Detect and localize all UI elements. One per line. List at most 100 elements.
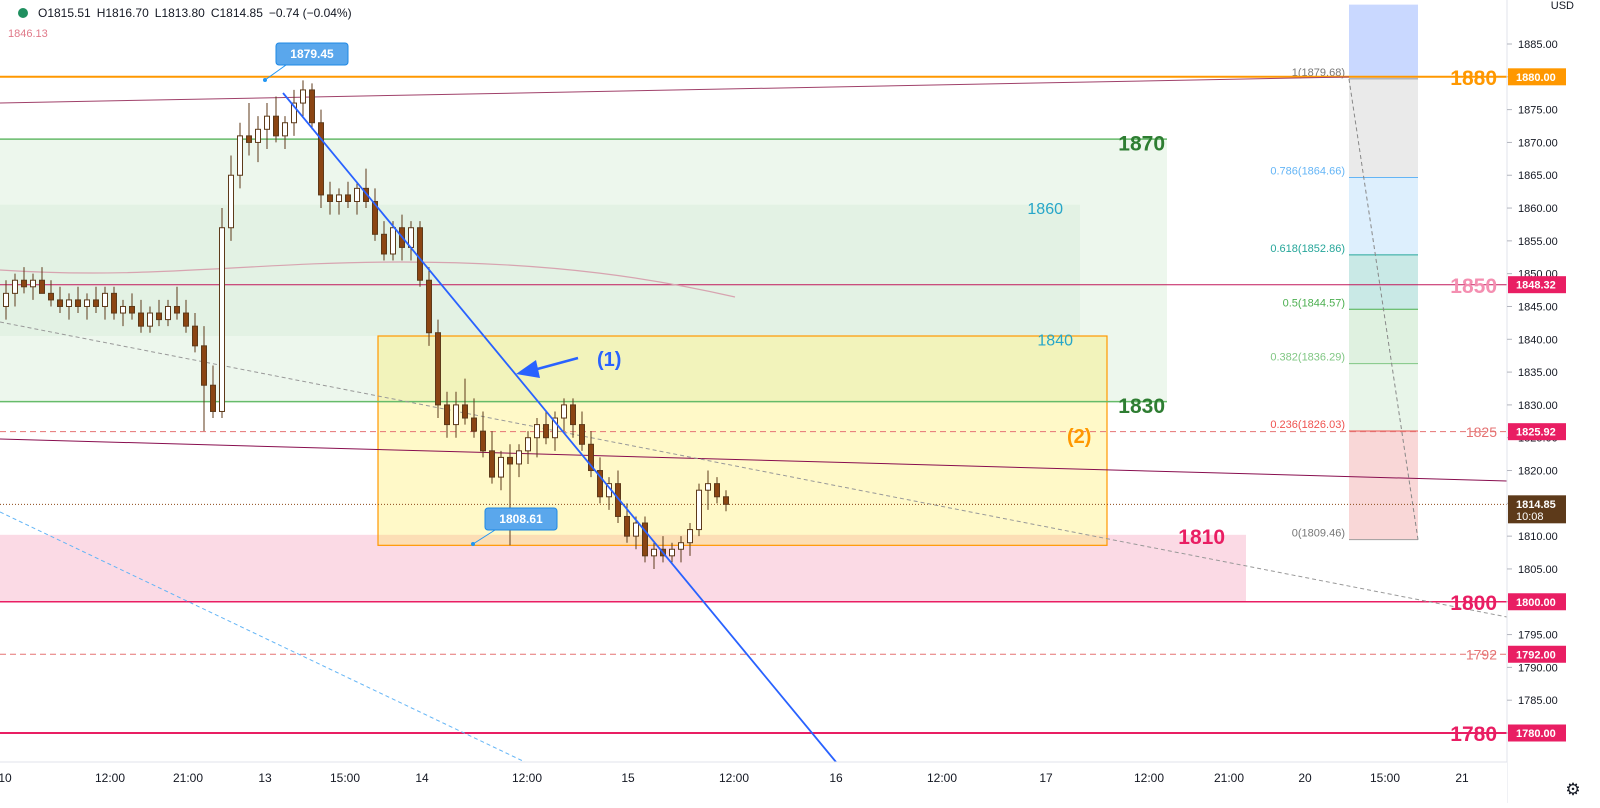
candle-body — [390, 227, 396, 255]
candle-body — [633, 522, 639, 537]
price-axis-bg — [1507, 0, 1600, 803]
candle-body — [327, 194, 333, 202]
currency-label[interactable]: USD — [1550, 0, 1574, 12]
prev-close-value: 1846.13 — [8, 28, 48, 40]
candle-body — [147, 312, 153, 327]
candle-body — [687, 529, 693, 544]
fib-zone-0 — [1349, 4, 1418, 79]
candle-body — [30, 279, 36, 288]
callout-box — [484, 507, 558, 531]
level-text-1780: 1780 — [1450, 723, 1497, 746]
candle-body — [309, 89, 315, 124]
time-tick-label: 12:00 — [927, 771, 957, 785]
low-value: L1813.80 — [154, 6, 205, 20]
level-text-1825: 1825 — [1466, 424, 1497, 440]
candle-body — [570, 404, 576, 426]
dashed-trend-grey — [0, 321, 1508, 618]
fib-zone-6 — [1349, 430, 1418, 540]
candle-body — [552, 417, 558, 439]
price-tick-label: 1830.00 — [1518, 400, 1558, 412]
close-value: C1814.85 — [210, 6, 263, 20]
candle-body — [12, 279, 18, 294]
level-text-1870: 1870 — [1118, 132, 1165, 155]
time-tick-label: 17 — [1039, 771, 1053, 785]
candle-body — [237, 135, 243, 176]
candle-body — [3, 292, 9, 307]
candle-body — [426, 279, 432, 334]
price-badge — [1508, 645, 1566, 663]
price-tick-label: 1875.00 — [1518, 105, 1558, 117]
candle-body — [354, 187, 360, 202]
level-text-1810: 1810 — [1178, 526, 1225, 549]
price-badge — [1508, 276, 1566, 294]
dashed-trend-blue — [0, 511, 526, 763]
candle-body — [498, 456, 504, 478]
fib-zone-3 — [1349, 254, 1418, 310]
time-tick-label: 12:00 — [1134, 771, 1164, 785]
price-badge — [1508, 495, 1566, 524]
price-badge — [1508, 423, 1566, 441]
candle-body — [471, 417, 477, 432]
candle-body — [138, 312, 144, 327]
price-tick-label: 1820.00 — [1518, 466, 1558, 478]
price-badge-label: 1825.92 — [1516, 427, 1556, 439]
candle-body — [120, 305, 126, 314]
price-tick-label: 1885.00 — [1518, 39, 1558, 51]
level-text-1800: 1800 — [1450, 592, 1497, 615]
candle-body — [57, 299, 63, 307]
candle-body — [363, 187, 369, 202]
high-value: H1816.70 — [96, 6, 149, 20]
candle-body — [723, 496, 729, 505]
time-tick-label: 12:00 — [95, 771, 125, 785]
fib-level-label: 0.618(1852.86) — [1270, 243, 1345, 255]
price-badge-label: 1880.00 — [1516, 72, 1556, 84]
price-tick-label: 1795.00 — [1518, 630, 1558, 642]
level-text-1880: 1880 — [1450, 67, 1497, 90]
price-badge-label: 1814.85 — [1516, 499, 1556, 511]
level-text-1830: 1830 — [1118, 395, 1165, 418]
callout-box — [275, 42, 349, 66]
level-text-1792: 1792 — [1466, 646, 1497, 662]
candle-body — [192, 325, 198, 347]
fib-level-label: 0(1809.46) — [1292, 528, 1345, 540]
candle-body — [561, 404, 567, 419]
candle-body — [435, 332, 441, 406]
time-tick-label: 12:00 — [719, 771, 749, 785]
gear-icon[interactable]: ⚙ — [1565, 780, 1581, 799]
price-tick-label: 1805.00 — [1518, 564, 1558, 576]
time-axis-bg — [0, 762, 1507, 803]
time-tick-label: 15:00 — [1370, 771, 1400, 785]
fib-level-label: 0.786(1864.66) — [1270, 165, 1345, 177]
candle-body — [696, 489, 702, 531]
time-tick-label: 15:00 — [330, 771, 360, 785]
candle-body — [210, 384, 216, 412]
trend-line-blue — [282, 92, 837, 763]
candle-body — [246, 135, 252, 143]
candle-body — [183, 312, 189, 327]
candle-body — [516, 450, 522, 465]
price-tick-label: 1785.00 — [1518, 695, 1558, 707]
price-badge-label: 1780.00 — [1516, 728, 1556, 740]
candle-body — [318, 122, 324, 196]
price-tick-label: 1855.00 — [1518, 236, 1558, 248]
price-tick-label: 1810.00 — [1518, 531, 1558, 543]
market-status-icon — [18, 8, 28, 18]
time-tick-label: 13 — [258, 771, 272, 785]
time-tick-label: 10 — [0, 771, 12, 785]
fib-zone-1 — [1349, 78, 1418, 178]
candle-body — [624, 515, 630, 537]
price-badge-time: 10:08 — [1516, 511, 1544, 523]
candle-body — [579, 424, 585, 445]
candle-body — [129, 305, 135, 314]
candle-body — [165, 305, 171, 321]
callout-pointer — [264, 64, 287, 81]
candle-body — [219, 227, 225, 412]
time-tick-label: 16 — [829, 771, 843, 785]
time-tick-label: 12:00 — [512, 771, 542, 785]
moving-average-line — [0, 261, 736, 298]
candle-body — [282, 122, 288, 137]
price-badge-label: 1800.00 — [1516, 597, 1556, 609]
channel-line-lower — [0, 438, 1508, 482]
